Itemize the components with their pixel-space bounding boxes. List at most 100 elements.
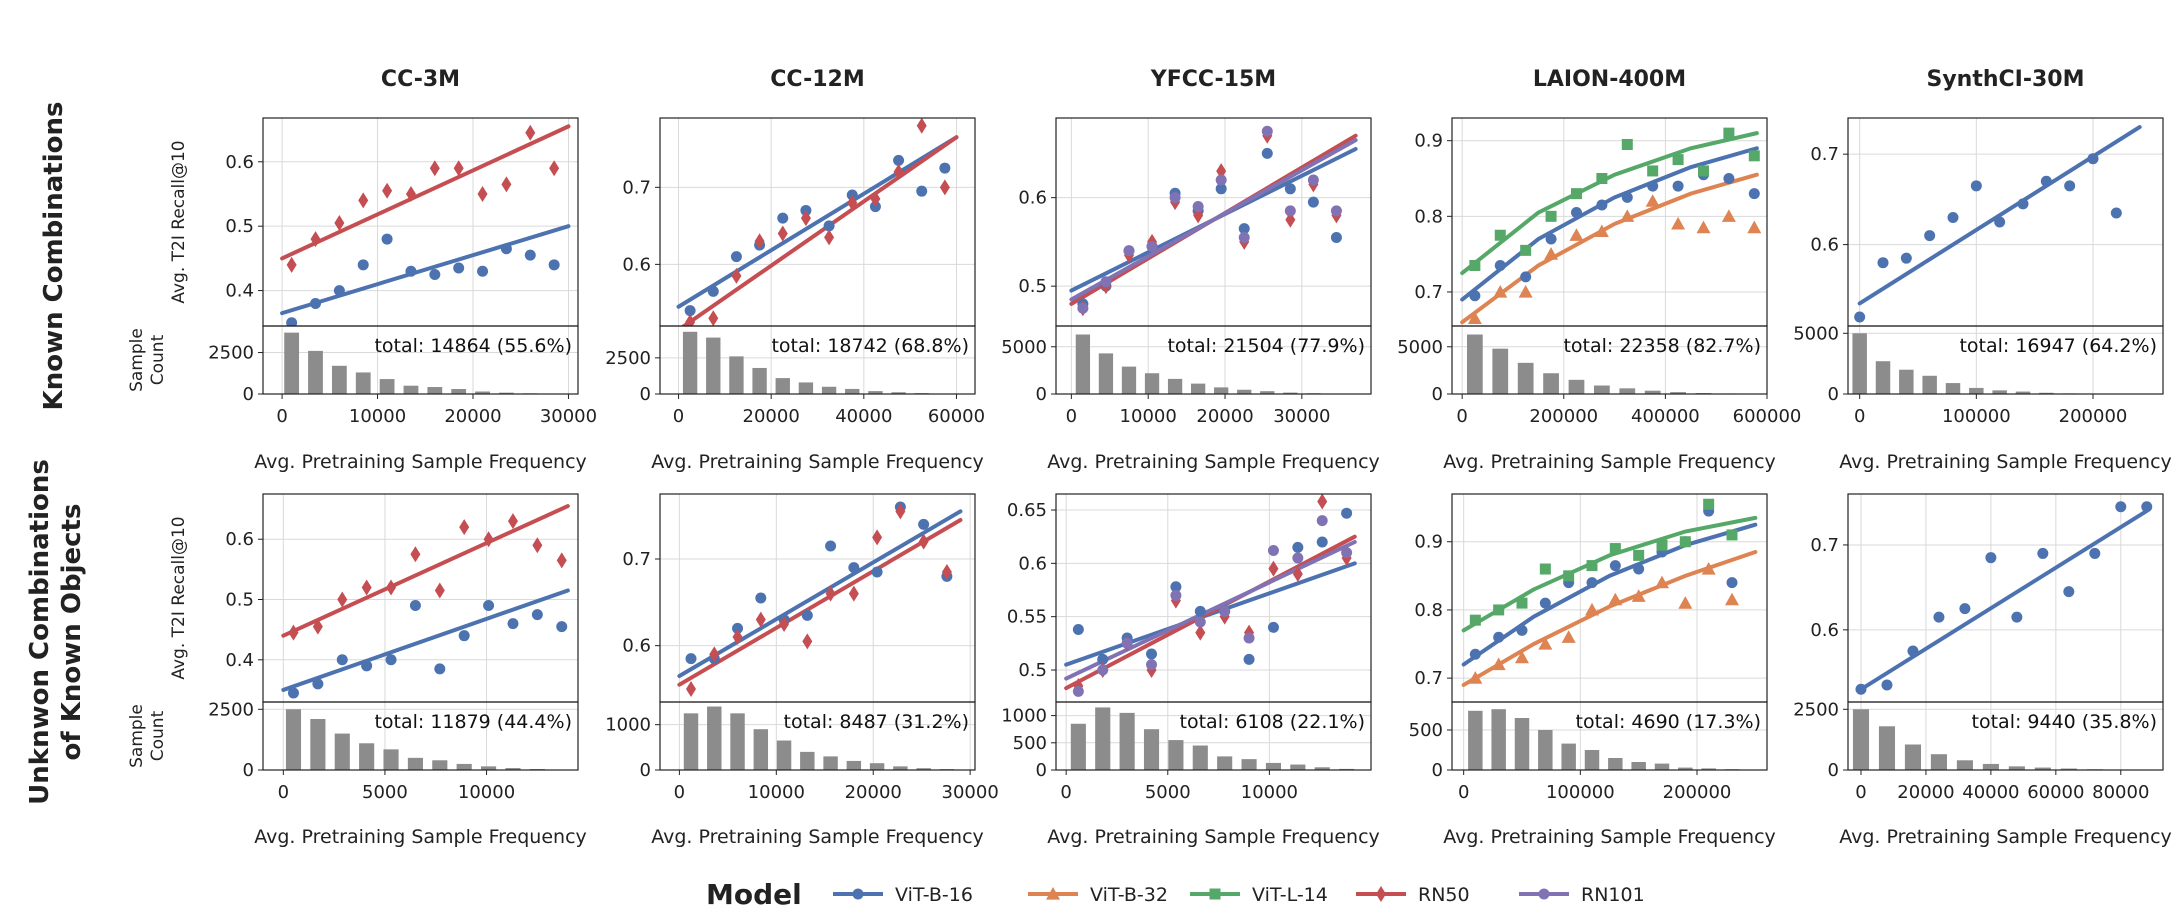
x-axis-label: Avg. Pretraining Sample Frequency [254,451,587,473]
count-bar [1701,768,1716,770]
point-vit-b-16 [500,243,512,255]
point-rn50 [358,192,369,209]
count-bar [456,763,472,770]
point-vit-b-16 [755,592,767,604]
count-bar [1075,334,1091,394]
series-group [280,124,571,326]
count-bar [1654,763,1670,770]
count-bar [1568,379,1585,394]
count-axis-label: Count [148,334,168,385]
point-vit-b-16 [1170,581,1182,593]
point-vit-b-16 [1469,290,1481,302]
point-rn101 [1146,659,1158,671]
count-bars [1075,334,1344,394]
point-vit-b-16 [310,297,321,309]
count-tick-label: 0 [1432,384,1443,405]
x-tick-label: 0 [1456,406,1467,427]
count-frame [659,701,976,771]
fit-line-vit-b-32 [1460,172,1759,325]
total-label: total: 18742 (68.8%) [771,335,969,357]
point-rn50 [755,611,766,628]
count-bars [1852,333,2124,394]
point-vit-b-16 [732,622,744,634]
point-rn50 [312,618,323,635]
point-vit-b-16 [1341,507,1353,519]
point-vit-b-16 [548,259,560,271]
x-tick-label: 20000 [1196,406,1253,427]
point-vit-b-16 [1243,653,1255,665]
legend-label: ViT-B-16 [895,884,973,906]
y-tick-label: 0.7 [622,177,651,198]
point-vit-b-16 [477,265,489,277]
point-rn101 [1121,637,1133,649]
y-tick-label: 0.7 [1810,144,1839,165]
point-rn50 [779,616,790,632]
fit-line-vit-l-14 [1461,515,1758,633]
point-vit-b-16 [1985,552,1997,564]
point-rn101 [1077,302,1089,314]
count-bar [1561,743,1576,770]
count-tick-label: 5000 [1793,323,1839,344]
point-vit-b-16 [2037,547,2049,559]
count-axis-label: Sample [127,704,147,768]
count-tick-label: 0 [640,384,651,405]
count-bar [407,757,423,770]
x-tick-label: 20000 [743,406,800,427]
x-tick-label: 40000 [835,406,892,427]
count-bar [1956,760,1973,770]
point-vit-b-16 [381,233,393,245]
count-bar [1608,758,1623,770]
count-bar [379,379,395,394]
point-rn50 [459,519,470,536]
series-group [1461,498,1758,687]
legend-marker [1538,888,1550,900]
point-vit-b-16 [1215,183,1227,195]
x-tick-label: 10000 [458,782,515,803]
y-tick-label: 0.5 [225,590,254,611]
x-tick-label: 30000 [540,406,597,427]
point-vit-b-32 [1468,671,1483,684]
point-vit-l-14 [1469,259,1481,271]
point-vit-b-16 [483,600,495,612]
count-bar [1466,334,1483,394]
point-vit-b-16 [409,600,421,612]
point-vit-b-16 [1994,216,2006,228]
fit-line-vit-b-16 [1857,125,2142,306]
count-bar [284,332,300,394]
count-bars [1468,709,1740,770]
point-vit-l-14 [1647,165,1659,177]
point-vit-b-16 [707,285,719,297]
count-bar [1314,767,1330,770]
x-tick-label: 0 [1855,782,1866,803]
point-rn50 [382,182,393,199]
legend-marker [1046,887,1060,900]
count-bar [682,331,698,394]
y-tick-label: 0.5 [1018,276,1047,297]
x-axis-label: Avg. Pretraining Sample Frequency [1443,826,1776,848]
row-titles: Known Combinations Unknwon Combinations of… [25,102,87,805]
x-tick-label: 30000 [942,782,999,803]
point-vit-b-32 [1561,630,1576,643]
point-rn50 [501,176,512,193]
total-label: total: 8487 (31.2%) [784,711,969,733]
count-bar [308,350,323,394]
fit-line-vit-l-14 [1460,131,1759,276]
scatter-frame [262,493,579,703]
point-vit-b-16 [1469,648,1481,660]
point-rn101 [1123,245,1135,257]
y-tick-label: 0.4 [225,281,254,302]
point-rn50 [453,160,464,177]
x-tick-label: 200000 [1663,782,1732,803]
legend-item-vit-b-32: ViT-B-32 [1028,884,1168,906]
x-tick-label: 0 [1854,406,1865,427]
count-frame [1847,701,2164,771]
count-tick-label: 2500 [208,343,254,364]
series-group [1460,127,1762,325]
count-bar [1992,390,2007,394]
x-tick-label: 200000 [1529,406,1598,427]
count-bar [1875,361,1891,394]
count-bar [1283,392,1298,394]
